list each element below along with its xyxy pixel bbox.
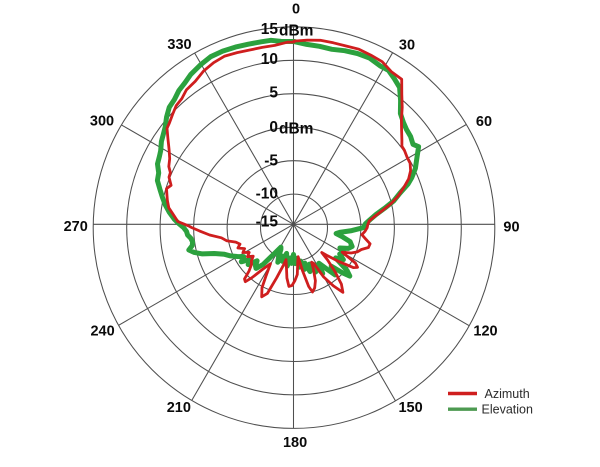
svg-text:300: 300 bbox=[90, 114, 114, 130]
svg-text:dBm: dBm bbox=[279, 23, 313, 40]
svg-text:dBm: dBm bbox=[279, 121, 313, 138]
svg-text:-5: -5 bbox=[264, 153, 278, 170]
svg-text:15: 15 bbox=[261, 21, 279, 38]
svg-text:30: 30 bbox=[399, 38, 415, 54]
svg-text:210: 210 bbox=[167, 400, 191, 416]
svg-text:0: 0 bbox=[292, 2, 300, 18]
svg-text:180: 180 bbox=[283, 435, 307, 451]
svg-text:270: 270 bbox=[64, 219, 88, 235]
svg-text:Elevation: Elevation bbox=[482, 403, 533, 417]
svg-text:-10: -10 bbox=[256, 186, 278, 203]
svg-text:90: 90 bbox=[503, 220, 519, 236]
svg-text:60: 60 bbox=[476, 114, 492, 130]
svg-text:120: 120 bbox=[473, 324, 497, 340]
svg-text:Azimuth: Azimuth bbox=[485, 387, 530, 401]
svg-text:330: 330 bbox=[167, 37, 191, 53]
svg-text:240: 240 bbox=[90, 324, 114, 340]
svg-text:5: 5 bbox=[269, 85, 278, 102]
svg-text:10: 10 bbox=[261, 51, 278, 68]
svg-text:150: 150 bbox=[398, 400, 422, 416]
svg-text:-15: -15 bbox=[256, 214, 279, 231]
svg-text:0: 0 bbox=[269, 119, 278, 136]
